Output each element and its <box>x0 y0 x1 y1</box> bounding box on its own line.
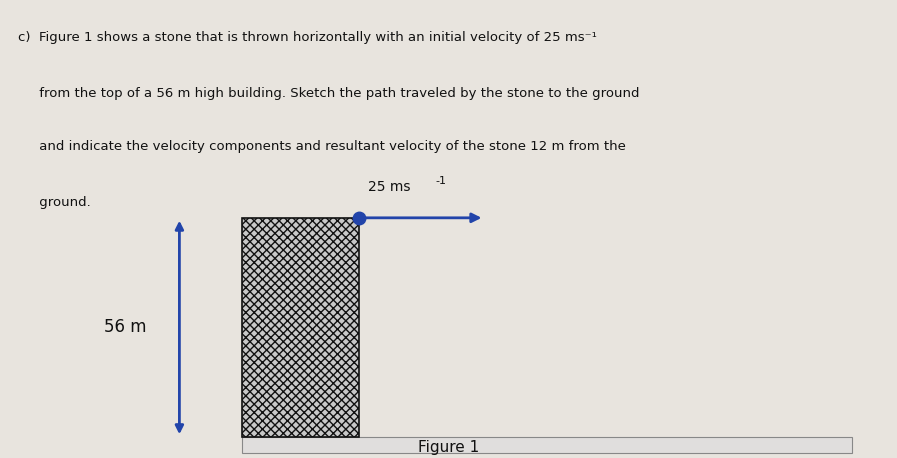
Text: and indicate the velocity components and resultant velocity of the stone 12 m fr: and indicate the velocity components and… <box>18 140 626 153</box>
Text: from the top of a 56 m high building. Sketch the path traveled by the stone to t: from the top of a 56 m high building. Sk… <box>18 87 640 99</box>
Bar <box>242 218 359 437</box>
Text: Figure 1: Figure 1 <box>418 441 479 455</box>
Text: 56 m: 56 m <box>104 318 147 337</box>
Text: 25 ms: 25 ms <box>368 180 410 194</box>
Bar <box>242 437 852 453</box>
Text: -1: -1 <box>435 176 446 186</box>
Text: c)  Figure 1 shows a stone that is thrown horizontally with an initial velocity : c) Figure 1 shows a stone that is thrown… <box>18 31 597 44</box>
Text: ground.: ground. <box>18 196 91 209</box>
